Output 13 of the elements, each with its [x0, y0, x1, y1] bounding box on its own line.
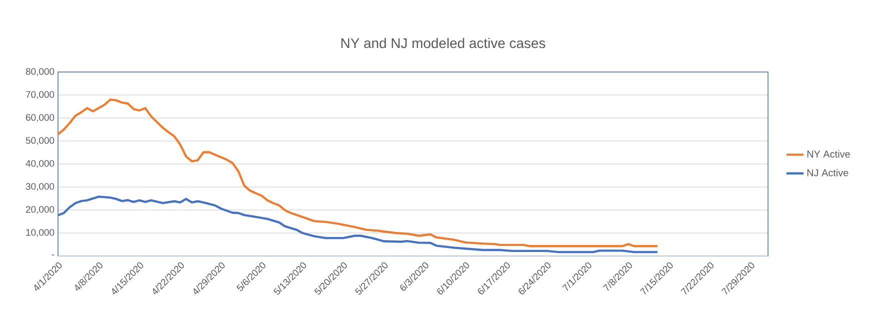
y-tick-label: 30,000 [26, 183, 54, 191]
y-tick-label: 10,000 [26, 229, 54, 237]
y-tick-label: 20,000 [26, 206, 54, 214]
y-tick-label: 50,000 [26, 137, 54, 145]
y-tick-label: 60,000 [26, 114, 54, 122]
chart-title: NY and NJ modeled active cases [341, 38, 546, 48]
line-series [58, 98, 659, 248]
legend-label: NJ Active [807, 168, 848, 176]
legend-label: NY Active [807, 150, 850, 158]
y-tick-label: 80,000 [26, 68, 54, 76]
y-tick-label: 70,000 [26, 91, 54, 99]
y-tick-label: 40,000 [26, 160, 54, 168]
y-tick-label: - [52, 254, 54, 256]
